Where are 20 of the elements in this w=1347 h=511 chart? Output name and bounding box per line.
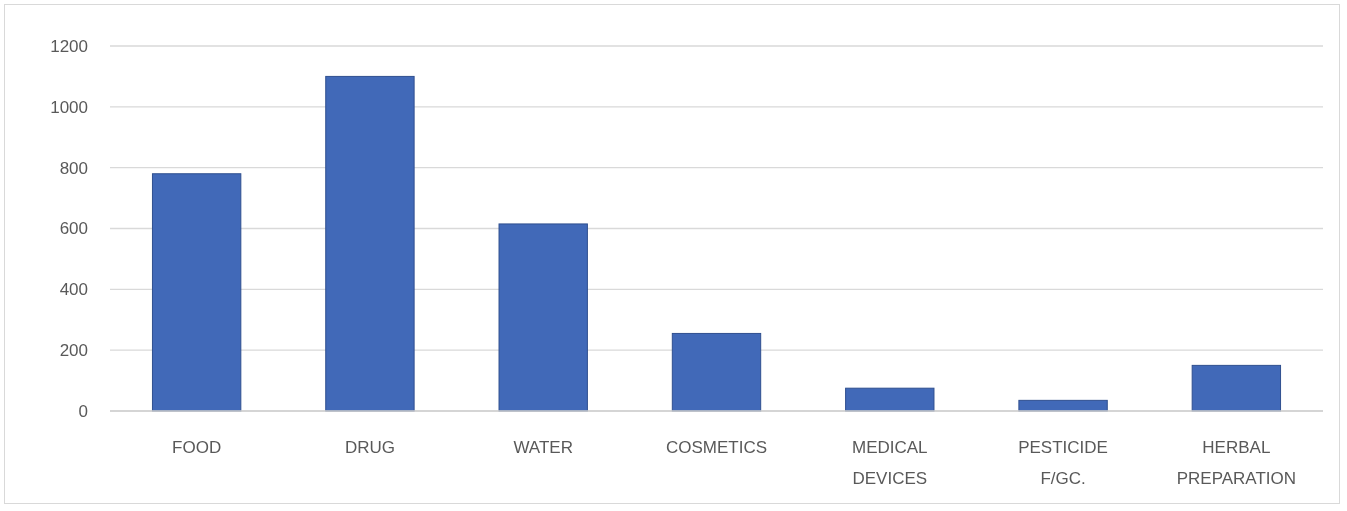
y-tick-label: 400 (59, 280, 88, 300)
x-tick-label: PESTICIDE F/GC. (1018, 438, 1108, 488)
y-tick-label: 200 (59, 341, 88, 361)
bar (671, 332, 762, 412)
y-tick-label: 600 (59, 219, 88, 239)
x-tick-label: MEDICAL DEVICES (852, 438, 928, 488)
bar (1191, 364, 1282, 412)
y-tick-label: 1200 (50, 36, 88, 56)
y-tick-label: 1000 (50, 97, 88, 117)
y-tick-label: 0 (78, 401, 88, 421)
x-tick-label: COSMETICS (665, 438, 768, 457)
bar (498, 223, 588, 412)
bar (151, 173, 242, 412)
x-tick-label: DRUG (344, 438, 395, 457)
x-tick-label: HERBAL PREPARATION (1176, 438, 1297, 488)
bar (845, 387, 935, 412)
x-tick-label: FOOD (172, 438, 222, 457)
y-tick-label: 800 (59, 158, 88, 178)
x-tick-label: WATER (513, 438, 573, 457)
bar (325, 75, 415, 412)
